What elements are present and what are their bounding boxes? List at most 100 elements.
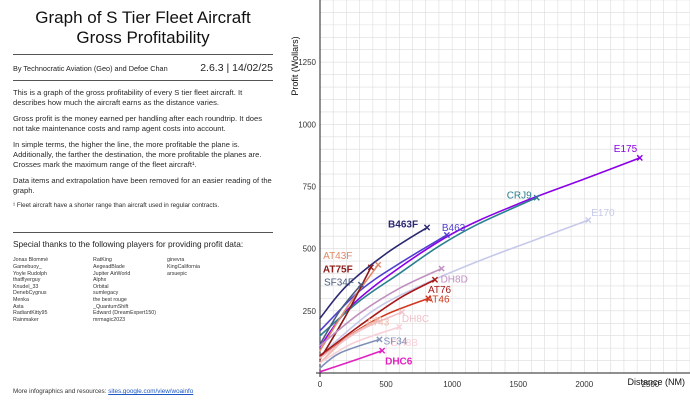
x-tick-label: 1500 [509, 380, 527, 389]
chart-labels: E175 CRJ9 E170 B463 B463F AT43F AT75F SF34F DH8D… [323, 144, 638, 368]
thanks-name: Gamebuoy_ [13, 263, 42, 270]
series-line-b463 [319, 234, 448, 332]
x-tick-label: 2500 [641, 380, 659, 389]
series-line-b463f [319, 226, 428, 320]
series-line-crj9 [319, 196, 538, 337]
series-line-e170 [319, 219, 590, 357]
series-line-at76 [319, 278, 436, 357]
series-line-sf34f [319, 283, 362, 346]
x-tick-label: 2000 [575, 380, 593, 389]
byline: By Technocratic Aviation (Geo) and Defoe… [13, 64, 168, 73]
chart-series [319, 154, 643, 373]
title-divider [13, 54, 273, 55]
thanks-name: Menka [13, 296, 29, 303]
series-label-b463: B463 [442, 223, 466, 234]
byline-row: By Technocratic Aviation (Geo) and Defoe… [13, 62, 273, 74]
x-axis-title: Distance (NM) [627, 377, 685, 387]
series-label-dhc6: DHC6 [385, 357, 413, 368]
max-range-marker-sf34 [376, 336, 383, 343]
series-line-sf34 [319, 338, 381, 369]
thanks-name: RatKing [93, 257, 112, 264]
y-tick-label: 750 [303, 183, 317, 192]
series-line-e175 [319, 157, 641, 348]
max-range-marker-e170 [585, 216, 592, 224]
page-title: Graph of S Tier Fleet Aircraft Gross Pro… [13, 8, 273, 48]
description: This is a graph of the gross profitabili… [13, 88, 273, 210]
series-line-dhc6 [319, 349, 383, 373]
max-range-marker-at76 [431, 276, 439, 283]
max-range-marker-at75f [367, 264, 374, 271]
thanks-name: sumlegacy [93, 290, 119, 297]
series-label-e170: E170 [591, 208, 615, 219]
x-tick-label: 0 [318, 380, 323, 389]
resources-link[interactable]: sites.google.com/view/woainfo [108, 388, 194, 395]
thanks-name: RadiantKitty95 [13, 310, 48, 317]
thanks-name: the best rouge [93, 296, 127, 303]
max-range-marker-sf34f [357, 281, 365, 288]
thanks-column-1: Jonas Blommé Gamebuoy_ Yoyle Rudolph thatfl… [13, 257, 93, 323]
y-axis-title: Profit (Wollars) [290, 36, 300, 95]
chart-grid [319, 0, 690, 374]
thanks-name: Asta [13, 303, 24, 310]
more-text: More infographics and resources: [13, 388, 107, 395]
max-range-marker-e175 [636, 154, 643, 161]
max-range-marker-b463 [443, 231, 450, 239]
thanks-name: KingCalifornia [167, 263, 200, 270]
series-label-at43: AT43 [366, 318, 390, 329]
thanks-name: arsuepic [167, 270, 188, 277]
max-range-marker-dh8d [438, 265, 445, 272]
thanks-name: Jonas Blommé [13, 257, 49, 264]
paragraph-2: Gross profit is the money earned per han… [13, 114, 263, 133]
paragraph-4: Data items and extrapolation have been r… [13, 176, 272, 195]
thanks-name: Yoyle Rudolph [13, 270, 47, 277]
thanks-name: mrmagic2023 [93, 316, 126, 323]
series-label-at46: AT46 [426, 294, 450, 305]
thanks-name: Rainmaker [13, 316, 39, 323]
max-range-marker-at46 [425, 295, 432, 302]
thanks-name: DenebCygnus [13, 290, 47, 297]
series-label-dh8d: DH8D [441, 275, 468, 286]
byline-divider [13, 80, 273, 81]
version-date: 2.6.3 | 14/02/25 [200, 62, 273, 74]
thanks-name: Knudel_33 [13, 283, 39, 290]
thanks-name: AegeadBlade [93, 263, 125, 270]
title-line-1: Graph of S Tier Fleet Aircraft [35, 8, 251, 27]
series-line-dh8c [319, 311, 403, 359]
thanks-name: Jupiter AirWorld [93, 270, 131, 277]
thanks-column-3: ginevra KingCalifornia arsuepic [167, 257, 237, 323]
x-tick-label: 500 [379, 380, 393, 389]
series-line-dh8b [319, 326, 401, 364]
footnote: ¹ Fleet aircraft have a shorter range th… [13, 202, 220, 210]
profit-chart: 0 500 1000 1500 2000 2500 250 500 750 1000 1250Pro… [290, 0, 690, 389]
series-label-sf34f: SF34F [324, 278, 354, 289]
x-tick-label: 1000 [443, 380, 461, 389]
series-label-at76: AT76 [428, 285, 452, 296]
max-range-marker-dh8b [396, 323, 403, 331]
thanks-name: Edward (DreamExpert150) [93, 310, 156, 317]
y-tick-label: 250 [303, 307, 317, 316]
max-range-marker-at43f [375, 261, 382, 268]
thanks-name: Alphx [93, 277, 107, 284]
max-range-marker-crj9 [533, 194, 540, 201]
y-tick-label: 1000 [298, 120, 316, 129]
paragraph-3: In simple terms, the higher the line, th… [13, 140, 262, 169]
series-label-sf34: SF34 [383, 336, 407, 347]
chart-axes: 0 500 1000 1500 2000 2500 250 500 750 1000 1250Pro… [290, 0, 690, 389]
series-label-dh8c: DH8C [402, 314, 429, 325]
thanks-column-2: RatKing AegeadBlade Jupiter AirWorld Alphx O… [93, 257, 167, 323]
max-range-marker-dhc6 [379, 347, 386, 354]
thanks-divider [13, 232, 273, 234]
paragraph-1: This is a graph of the gross profitabili… [13, 88, 243, 107]
series-line-at75f [319, 266, 372, 361]
thanks-name: thatflyerguy [13, 277, 41, 284]
y-tick-label: 1250 [298, 58, 316, 67]
more-resources: More infographics and resources: sites.g… [13, 388, 193, 395]
max-range-marker-b463f [423, 224, 431, 231]
thanks-heading: Special thanks to the following players … [13, 239, 244, 250]
series-label-at75f: AT75F [323, 264, 353, 275]
title-line-2: Gross Profitability [76, 28, 210, 47]
thanks-name: _QuantumShift [93, 303, 129, 310]
series-label-crj9: CRJ9 [507, 191, 532, 202]
series-label-b463f: B463F [388, 220, 418, 231]
series-label-at43f: AT43F [323, 251, 352, 262]
